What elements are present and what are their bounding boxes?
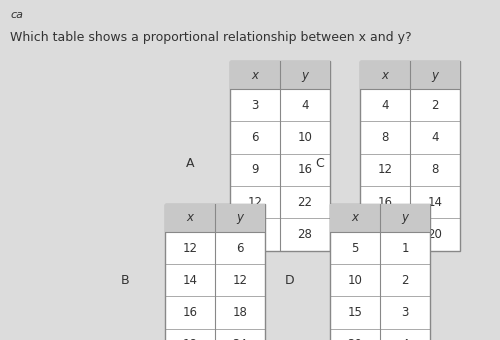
Text: 16: 16 — [182, 306, 198, 319]
Text: x: x — [352, 211, 358, 224]
Text: 20: 20 — [428, 228, 442, 241]
Text: 18: 18 — [182, 338, 198, 340]
Text: 10: 10 — [298, 131, 312, 144]
Text: 12: 12 — [182, 241, 198, 255]
Text: ca: ca — [10, 10, 23, 20]
Text: 14: 14 — [182, 274, 198, 287]
Text: 4: 4 — [402, 338, 409, 340]
Text: 20: 20 — [378, 228, 392, 241]
Text: 28: 28 — [298, 228, 312, 241]
Text: 6: 6 — [236, 241, 244, 255]
Text: A: A — [186, 157, 194, 170]
Text: 24: 24 — [232, 338, 248, 340]
Text: 1: 1 — [402, 241, 409, 255]
Text: y: y — [432, 69, 438, 82]
Text: Which table shows a proportional relationship between x and y?: Which table shows a proportional relatio… — [10, 31, 411, 44]
Text: 10: 10 — [348, 274, 362, 287]
Text: 4: 4 — [382, 99, 389, 112]
Text: y: y — [236, 211, 244, 224]
Bar — [230, 61, 330, 89]
Text: x: x — [186, 211, 194, 224]
Text: B: B — [120, 274, 130, 287]
Text: 12: 12 — [232, 274, 248, 287]
Text: D: D — [285, 274, 295, 287]
Bar — [165, 204, 265, 232]
Text: 16: 16 — [378, 195, 392, 209]
Text: 14: 14 — [428, 195, 442, 209]
Text: 12: 12 — [248, 195, 262, 209]
Text: 20: 20 — [348, 338, 362, 340]
Text: 22: 22 — [298, 195, 312, 209]
Text: 2: 2 — [402, 274, 409, 287]
Text: 2: 2 — [431, 99, 439, 112]
Text: x: x — [382, 69, 388, 82]
Text: y: y — [302, 69, 308, 82]
Text: 3: 3 — [402, 306, 408, 319]
Text: y: y — [402, 211, 408, 224]
Bar — [360, 61, 460, 89]
Text: 6: 6 — [252, 131, 259, 144]
Text: 15: 15 — [248, 228, 262, 241]
Text: 15: 15 — [348, 306, 362, 319]
Text: 4: 4 — [431, 131, 439, 144]
Text: 8: 8 — [432, 163, 438, 176]
Text: 4: 4 — [301, 99, 309, 112]
Text: 8: 8 — [382, 131, 388, 144]
Text: x: x — [252, 69, 258, 82]
Text: 12: 12 — [378, 163, 392, 176]
Bar — [330, 204, 430, 232]
Text: 3: 3 — [252, 99, 258, 112]
Text: 16: 16 — [298, 163, 312, 176]
Text: C: C — [316, 157, 324, 170]
Text: 18: 18 — [232, 306, 248, 319]
Text: 9: 9 — [252, 163, 259, 176]
Text: 5: 5 — [352, 241, 358, 255]
